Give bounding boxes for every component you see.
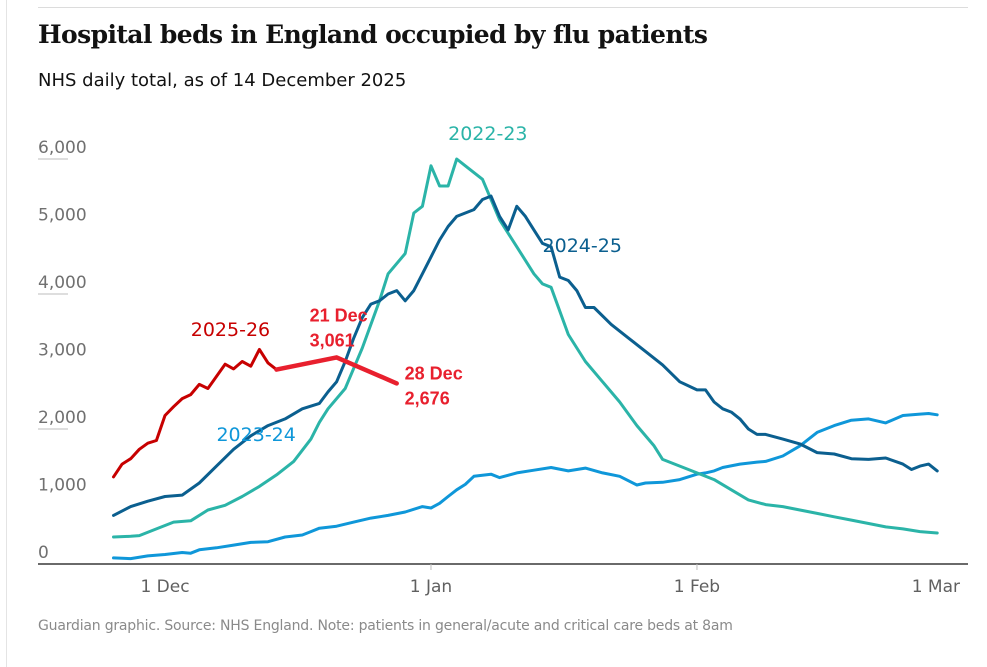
y-tick-label: 4,000 (38, 273, 87, 293)
series-label-2022-23: 2022-23 (448, 123, 527, 145)
y-tick-label: 2,000 (38, 408, 87, 428)
x-tick-label: 1 Mar (912, 577, 960, 597)
series-lines (112, 157, 939, 561)
x-tick-label: 1 Feb (674, 577, 720, 597)
source-note: Guardian graphic. Source: NHS England. N… (38, 618, 733, 634)
y-tick-label: 0 (38, 543, 49, 563)
series-line-2023-24 (112, 412, 939, 561)
chart-subtitle: NHS daily total, as of 14 December 2025 (38, 70, 407, 91)
annotation-value: 3,061 (310, 330, 355, 350)
series-labels: 2023-24 2022-23 2024-25 2025-26 (191, 123, 622, 446)
series-line-2025-26 (112, 347, 278, 479)
series-label-2025-26: 2025-26 (191, 319, 270, 341)
series-line-2024-25 (112, 194, 939, 517)
annotation-date: 21 Dec (310, 305, 368, 325)
y-tick-label: 5,000 (38, 206, 87, 226)
projection-line (274, 355, 399, 386)
top-rule (38, 7, 968, 8)
annotations: 21 Dec 3,061 28 Dec 2,676 (274, 305, 463, 408)
y-tick-label: 3,000 (38, 341, 87, 361)
x-tick-label: 1 Dec (140, 577, 189, 597)
y-axis: 0 1,000 2,000 3,000 4,000 5,000 6,000 (38, 138, 87, 563)
left-border (6, 0, 7, 667)
annotation-date: 28 Dec (405, 363, 463, 383)
y-tick-label: 6,000 (38, 138, 87, 158)
x-tick-label: 1 Jan (410, 577, 452, 597)
annotation-value: 2,676 (405, 388, 450, 408)
series-label-2024-25: 2024-25 (543, 235, 622, 257)
y-tick-label: 1,000 (38, 476, 87, 496)
series-label-2023-24: 2023-24 (216, 424, 295, 446)
x-axis: 1 Dec 1 Jan 1 Feb 1 Mar (38, 563, 968, 597)
chart-title: Hospital beds in England occupied by flu… (38, 20, 708, 49)
